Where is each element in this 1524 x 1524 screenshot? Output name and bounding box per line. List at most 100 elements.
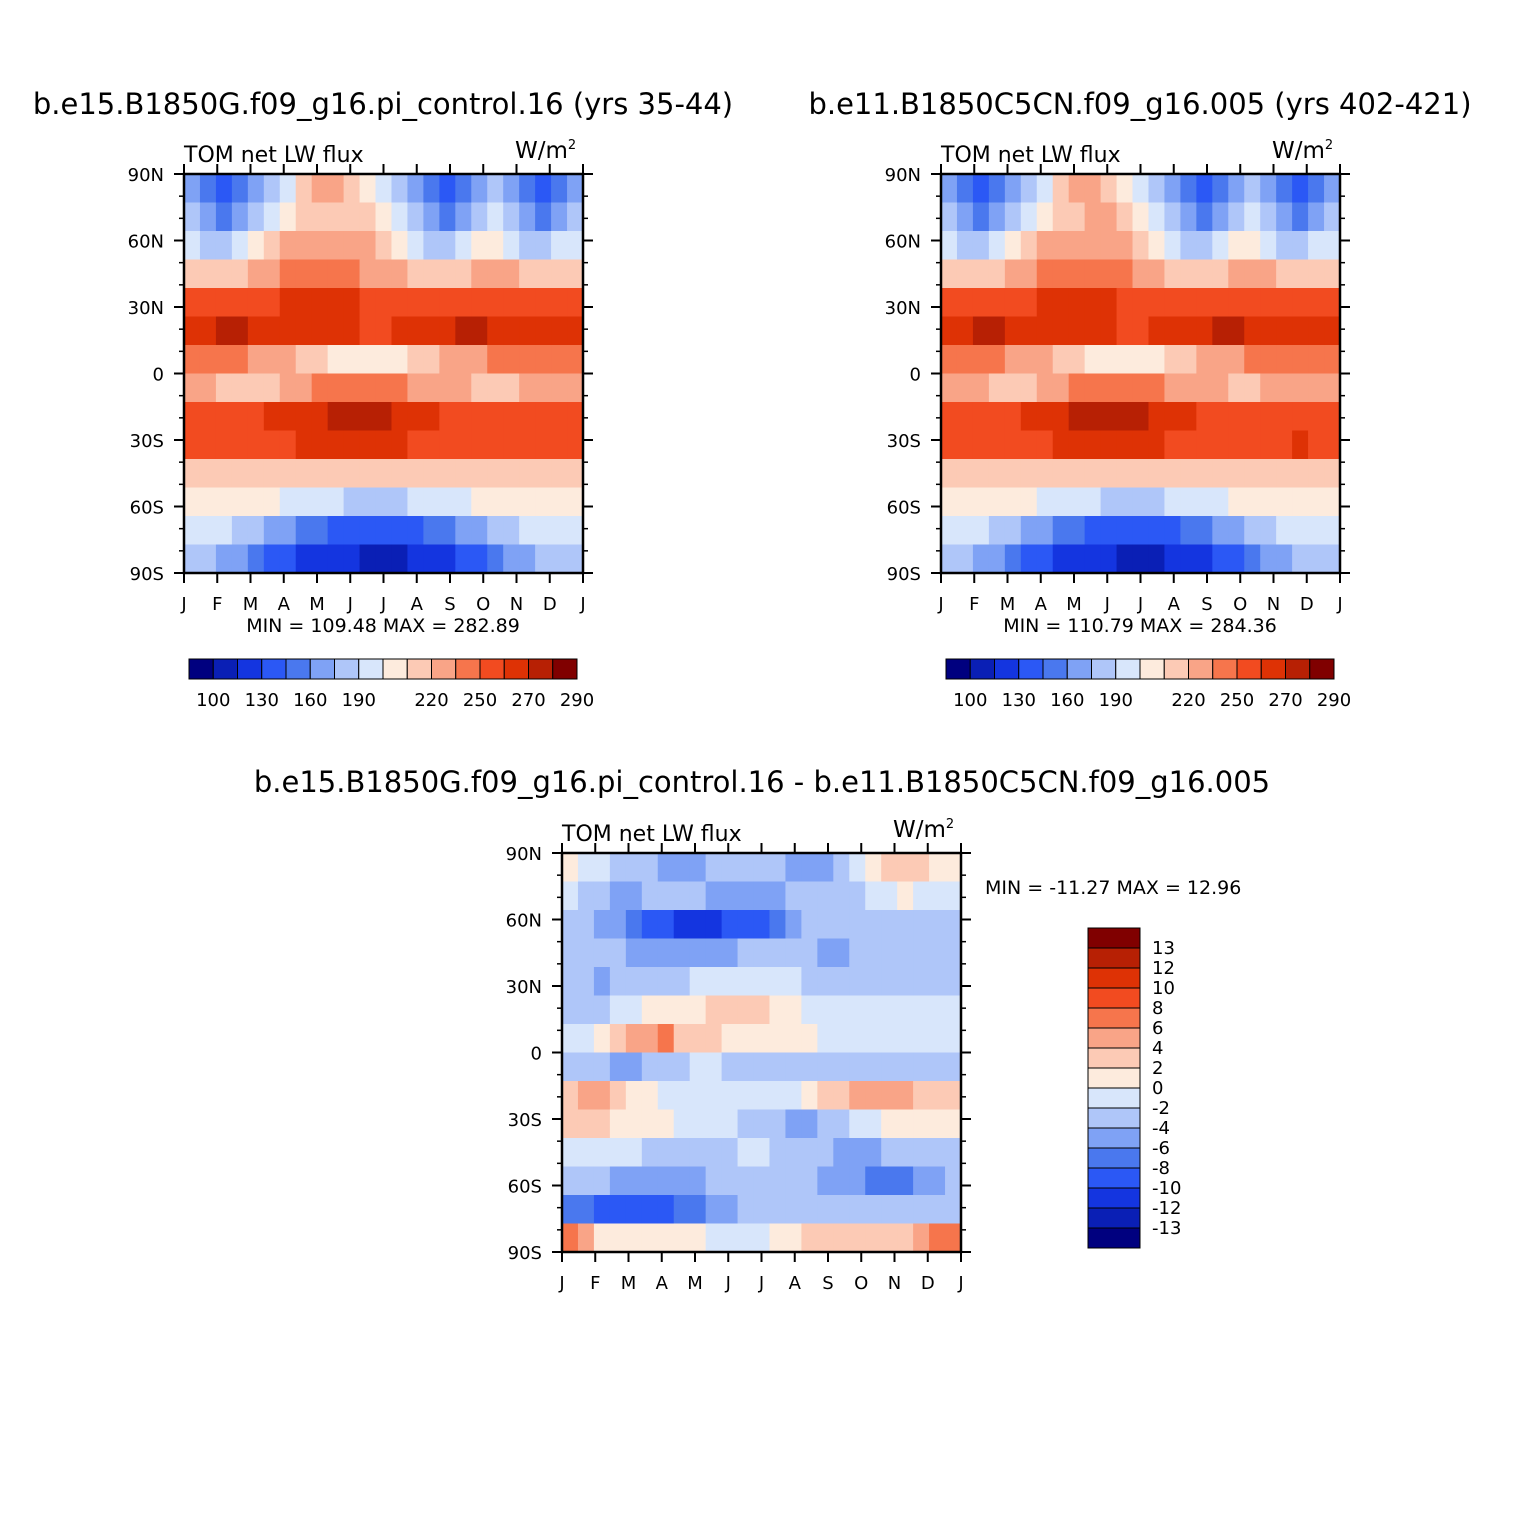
contour-cell: [988, 402, 1006, 432]
contour-cell: [849, 967, 866, 997]
contour-cell: [1292, 402, 1309, 432]
contour-cell: [625, 1052, 643, 1082]
contour-cell: [199, 345, 217, 375]
contour-cell: [689, 1081, 707, 1111]
contour-cell: [865, 1166, 882, 1196]
contour-cell: [833, 1109, 850, 1139]
contour-cell: [1036, 316, 1054, 346]
contour-cell: [801, 1109, 818, 1139]
contour-cell: [562, 881, 579, 911]
colorbar-label: -8: [1152, 1158, 1170, 1179]
contour-cell: [1196, 459, 1213, 489]
contour-cell: [625, 1109, 643, 1139]
contour-cell: [593, 1138, 611, 1168]
contour-cell: [199, 487, 217, 517]
contour-cell: [1036, 345, 1054, 375]
contour-cell: [1180, 430, 1197, 460]
contour-cell: [215, 487, 233, 517]
contour-cell: [359, 231, 377, 261]
contour-cell: [343, 259, 361, 289]
contour-cell: [295, 174, 313, 204]
contour-cell: [1324, 544, 1341, 574]
contour-cell: [503, 202, 520, 232]
contour-cell: [849, 1138, 866, 1168]
contour-cell: [972, 231, 990, 261]
contour-cell: [1036, 516, 1054, 546]
contour-cell: [817, 1024, 834, 1054]
contour-cell: [897, 1081, 914, 1111]
contour-cell: [833, 967, 850, 997]
x-tick-label: J: [758, 1273, 764, 1294]
contour-cell: [1116, 316, 1134, 346]
contour-cell: [1148, 202, 1166, 232]
colorbar-label: 160: [1050, 690, 1084, 711]
contour-cell: [1052, 345, 1070, 375]
contour-cell: [535, 231, 552, 261]
contour-cell: [577, 1081, 595, 1111]
colorbar-swatch: [1087, 1047, 1141, 1069]
contour-cell: [487, 202, 504, 232]
contour-cell: [897, 995, 914, 1025]
contour-cell: [199, 430, 217, 460]
contour-cell: [562, 1223, 579, 1253]
x-tick-label: J: [1336, 594, 1342, 615]
contour-cell: [1036, 288, 1054, 318]
contour-cell: [311, 231, 329, 261]
contour-cell: [295, 231, 313, 261]
contour-cell: [929, 1052, 946, 1082]
colorbar-swatch: [1087, 947, 1141, 969]
contour-cell: [753, 1024, 771, 1054]
colorbar-label: -2: [1152, 1098, 1170, 1119]
contour-cell: [913, 1081, 930, 1111]
contour-cell: [562, 910, 579, 940]
contour-cell: [1276, 174, 1293, 204]
contour-cell: [593, 1223, 611, 1253]
contour-cell: [657, 1081, 675, 1111]
contour-cell: [1260, 202, 1277, 232]
contour-cell: [343, 174, 361, 204]
contour-cell: [423, 202, 440, 232]
contour-cell: [263, 202, 281, 232]
contour-cell: [1324, 373, 1341, 403]
contour-cell: [988, 544, 1006, 574]
contour-cell: [1068, 259, 1086, 289]
contour-cell: [1148, 231, 1166, 261]
contour-cell: [263, 487, 281, 517]
contour-cell: [247, 288, 265, 318]
contour-cell: [343, 373, 361, 403]
contour-cell: [941, 231, 958, 261]
colorbar-swatch: [382, 658, 408, 680]
contour-cell: [577, 1195, 595, 1225]
contour-cell: [849, 1024, 866, 1054]
contour-cell: [817, 1052, 834, 1082]
contour-cell: [849, 938, 866, 968]
contour-cell: [327, 259, 345, 289]
contour-cell: [972, 174, 990, 204]
contour-cell: [1068, 487, 1086, 517]
contour-cell: [737, 967, 755, 997]
contour-cell: [657, 1052, 675, 1082]
contour-cell: [1052, 259, 1070, 289]
contour-cell: [327, 174, 345, 204]
x-tick-label: D: [1300, 594, 1314, 615]
contour-cell: [593, 1195, 611, 1225]
contour-cell: [705, 995, 723, 1025]
contour-cell: [519, 544, 536, 574]
contour-cell: [913, 853, 930, 883]
contour-cell: [1132, 174, 1150, 204]
contour-cell: [295, 202, 313, 232]
contour-cell: [1212, 316, 1229, 346]
contour-cell: [753, 910, 771, 940]
contour-cell: [1260, 487, 1277, 517]
contour-cell: [562, 1081, 579, 1111]
colorbar-swatch: [1087, 1167, 1141, 1189]
y-tick-label: 0: [153, 365, 164, 386]
contour-cell: [375, 487, 393, 517]
contour-cell: [988, 202, 1006, 232]
panel1-units: W/m2: [515, 138, 576, 164]
contour-cell: [375, 516, 393, 546]
contour-cell: [941, 174, 958, 204]
contour-cell: [1228, 259, 1245, 289]
contour-cell: [1100, 402, 1118, 432]
contour-cell: [833, 1052, 850, 1082]
